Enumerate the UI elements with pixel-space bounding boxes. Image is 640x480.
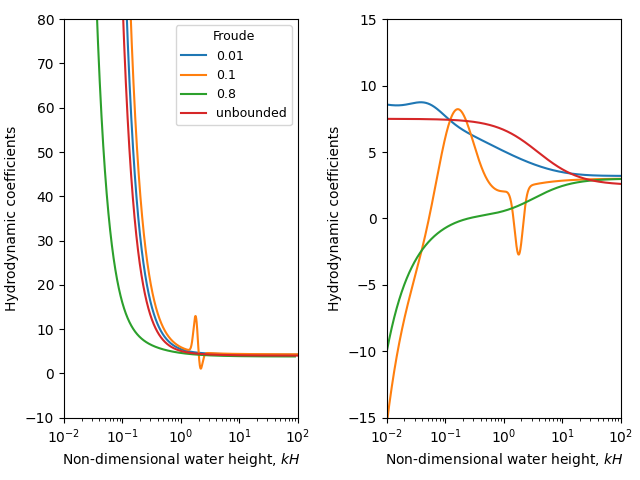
0.8 (200, 352, 208, 358)
0.1 (200, 353, 208, 359)
0.01 (294, 352, 302, 358)
Line: 0.8: 0.8 (64, 0, 295, 357)
0.8 (212, 353, 220, 359)
unbounded (200, 351, 208, 357)
0.01 (235, 351, 243, 357)
unbounded (212, 352, 220, 358)
0.8 (150, 343, 157, 349)
Line: unbounded: unbounded (64, 0, 298, 356)
unbounded (253, 353, 260, 359)
0.01 (200, 350, 208, 356)
0.1 (253, 351, 260, 357)
0.8 (253, 353, 260, 359)
Y-axis label: Hydrodynamic coefficients: Hydrodynamic coefficients (6, 126, 19, 311)
X-axis label: Non-dimensional water height, $kH$: Non-dimensional water height, $kH$ (385, 452, 623, 469)
Legend: 0.01, 0.1, 0.8, unbounded: 0.01, 0.1, 0.8, unbounded (176, 25, 292, 125)
Y-axis label: Hydrodynamic coefficients: Hydrodynamic coefficients (328, 126, 342, 311)
Line: 0.01: 0.01 (64, 0, 298, 355)
unbounded (294, 353, 302, 359)
0.01 (253, 352, 260, 358)
0.8 (235, 353, 243, 359)
0.1 (235, 351, 243, 357)
0.8 (102, 188, 110, 194)
X-axis label: Non-dimensional water height, $kH$: Non-dimensional water height, $kH$ (62, 452, 300, 469)
Line: 0.1: 0.1 (64, 0, 298, 369)
0.01 (150, 310, 157, 315)
0.1 (294, 351, 302, 357)
0.1 (150, 294, 157, 300)
0.01 (212, 351, 220, 357)
unbounded (235, 352, 243, 358)
0.1 (212, 350, 220, 356)
0.1 (197, 366, 205, 372)
unbounded (150, 321, 157, 326)
